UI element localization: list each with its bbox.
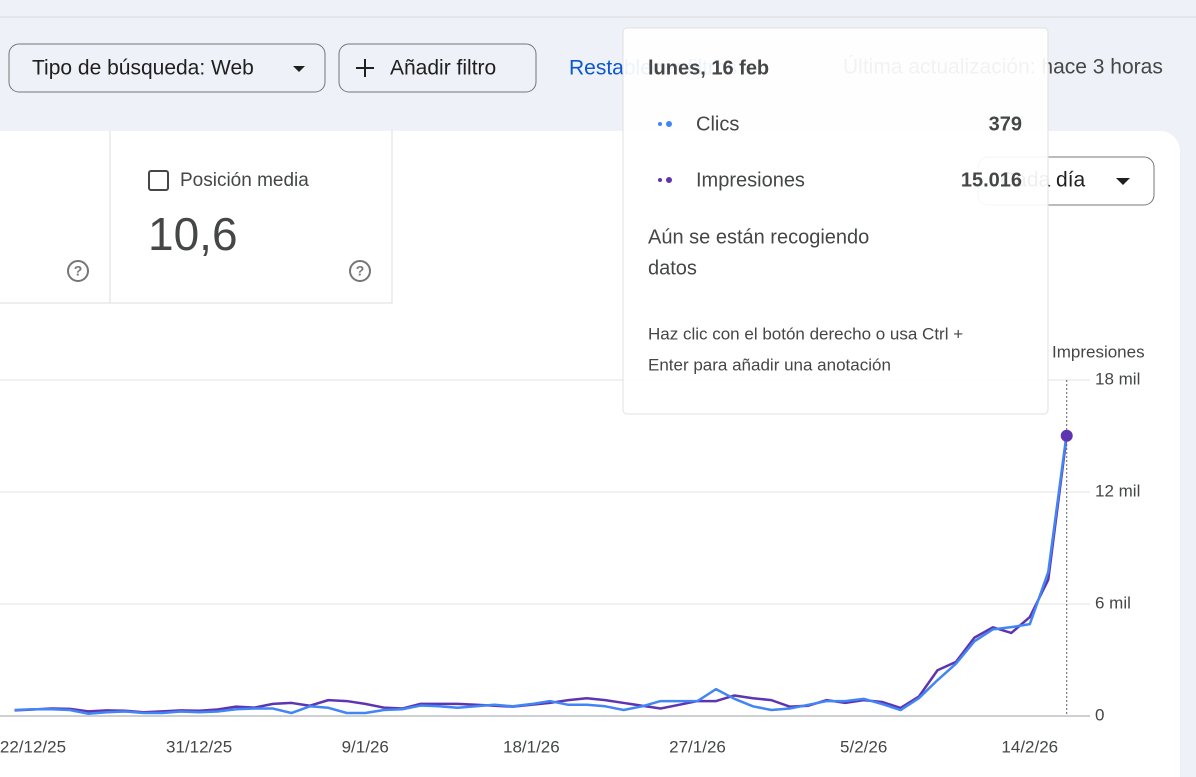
metric-borders: [0, 131, 393, 304]
tooltip-row-label: Impresiones: [696, 169, 805, 191]
add-filter-label: Añadir filtro: [390, 57, 496, 80]
select-arrow: [1116, 178, 1130, 185]
metric-checkbox[interactable]: [148, 170, 169, 191]
svg-text:?: ?: [74, 263, 83, 279]
search-type-label: Tipo de búsqueda: Web: [32, 57, 254, 80]
tooltip-note: Aún se están recogiendo: [648, 226, 869, 248]
tooltip-hint: Haz clic con el botón derecho o usa Ctrl…: [648, 324, 963, 343]
add-filter-chip[interactable]: [338, 43, 537, 93]
metric-label: Posición media: [180, 170, 309, 191]
help-marks: ??: [74, 263, 365, 279]
tooltip-row-value: 15.016: [961, 169, 1022, 191]
y-tick-label: 0: [1095, 705, 1104, 724]
tooltip-note: datos: [648, 257, 697, 279]
y-axis-label: Impresiones: [1052, 342, 1145, 361]
help-icons: [67, 260, 371, 282]
series-line: [14, 432, 1068, 716]
x-tick-label: 22/12/25: [0, 737, 66, 756]
tooltip-box: [622, 27, 1049, 415]
clics-icon: [658, 121, 672, 127]
impressions-icon: [658, 177, 672, 183]
tooltip-hint: Enter para añadir una anotación: [648, 355, 891, 374]
tooltip-row-value: 379: [989, 113, 1022, 135]
x-tick-label: 18/1/26: [503, 737, 560, 756]
chip-arrow: [293, 66, 305, 72]
y-tick-label: 18 mil: [1095, 369, 1140, 388]
tooltip-date: lunes, 16 feb: [648, 57, 769, 79]
y-tick-label: 12 mil: [1095, 481, 1140, 500]
series-line: [14, 435, 1068, 714]
x-tick-label: 27/1/26: [669, 737, 726, 756]
search-type-chip[interactable]: [8, 43, 326, 93]
plus-icon: [356, 59, 374, 77]
hover-dot: [1060, 429, 1073, 442]
svg-text:?: ?: [356, 263, 365, 279]
y-tick-label: 6 mil: [1095, 593, 1131, 612]
x-tick-label: 9/1/26: [342, 737, 389, 756]
metric-value: 10,6: [148, 208, 238, 260]
plot: 0 6 mil 12 mil 18 mil 22/12/25 31/12/25 9/1/26…: [0, 369, 1140, 756]
tooltip-row-label: Clics: [696, 113, 739, 135]
x-tick-label: 14/2/26: [1001, 737, 1058, 756]
tooltip: lunes, 16 feb Clics 379 Impresiones 15.0…: [622, 27, 1049, 415]
x-tick-label: 31/12/25: [166, 737, 232, 756]
x-tick-label: 5/2/26: [840, 737, 887, 756]
